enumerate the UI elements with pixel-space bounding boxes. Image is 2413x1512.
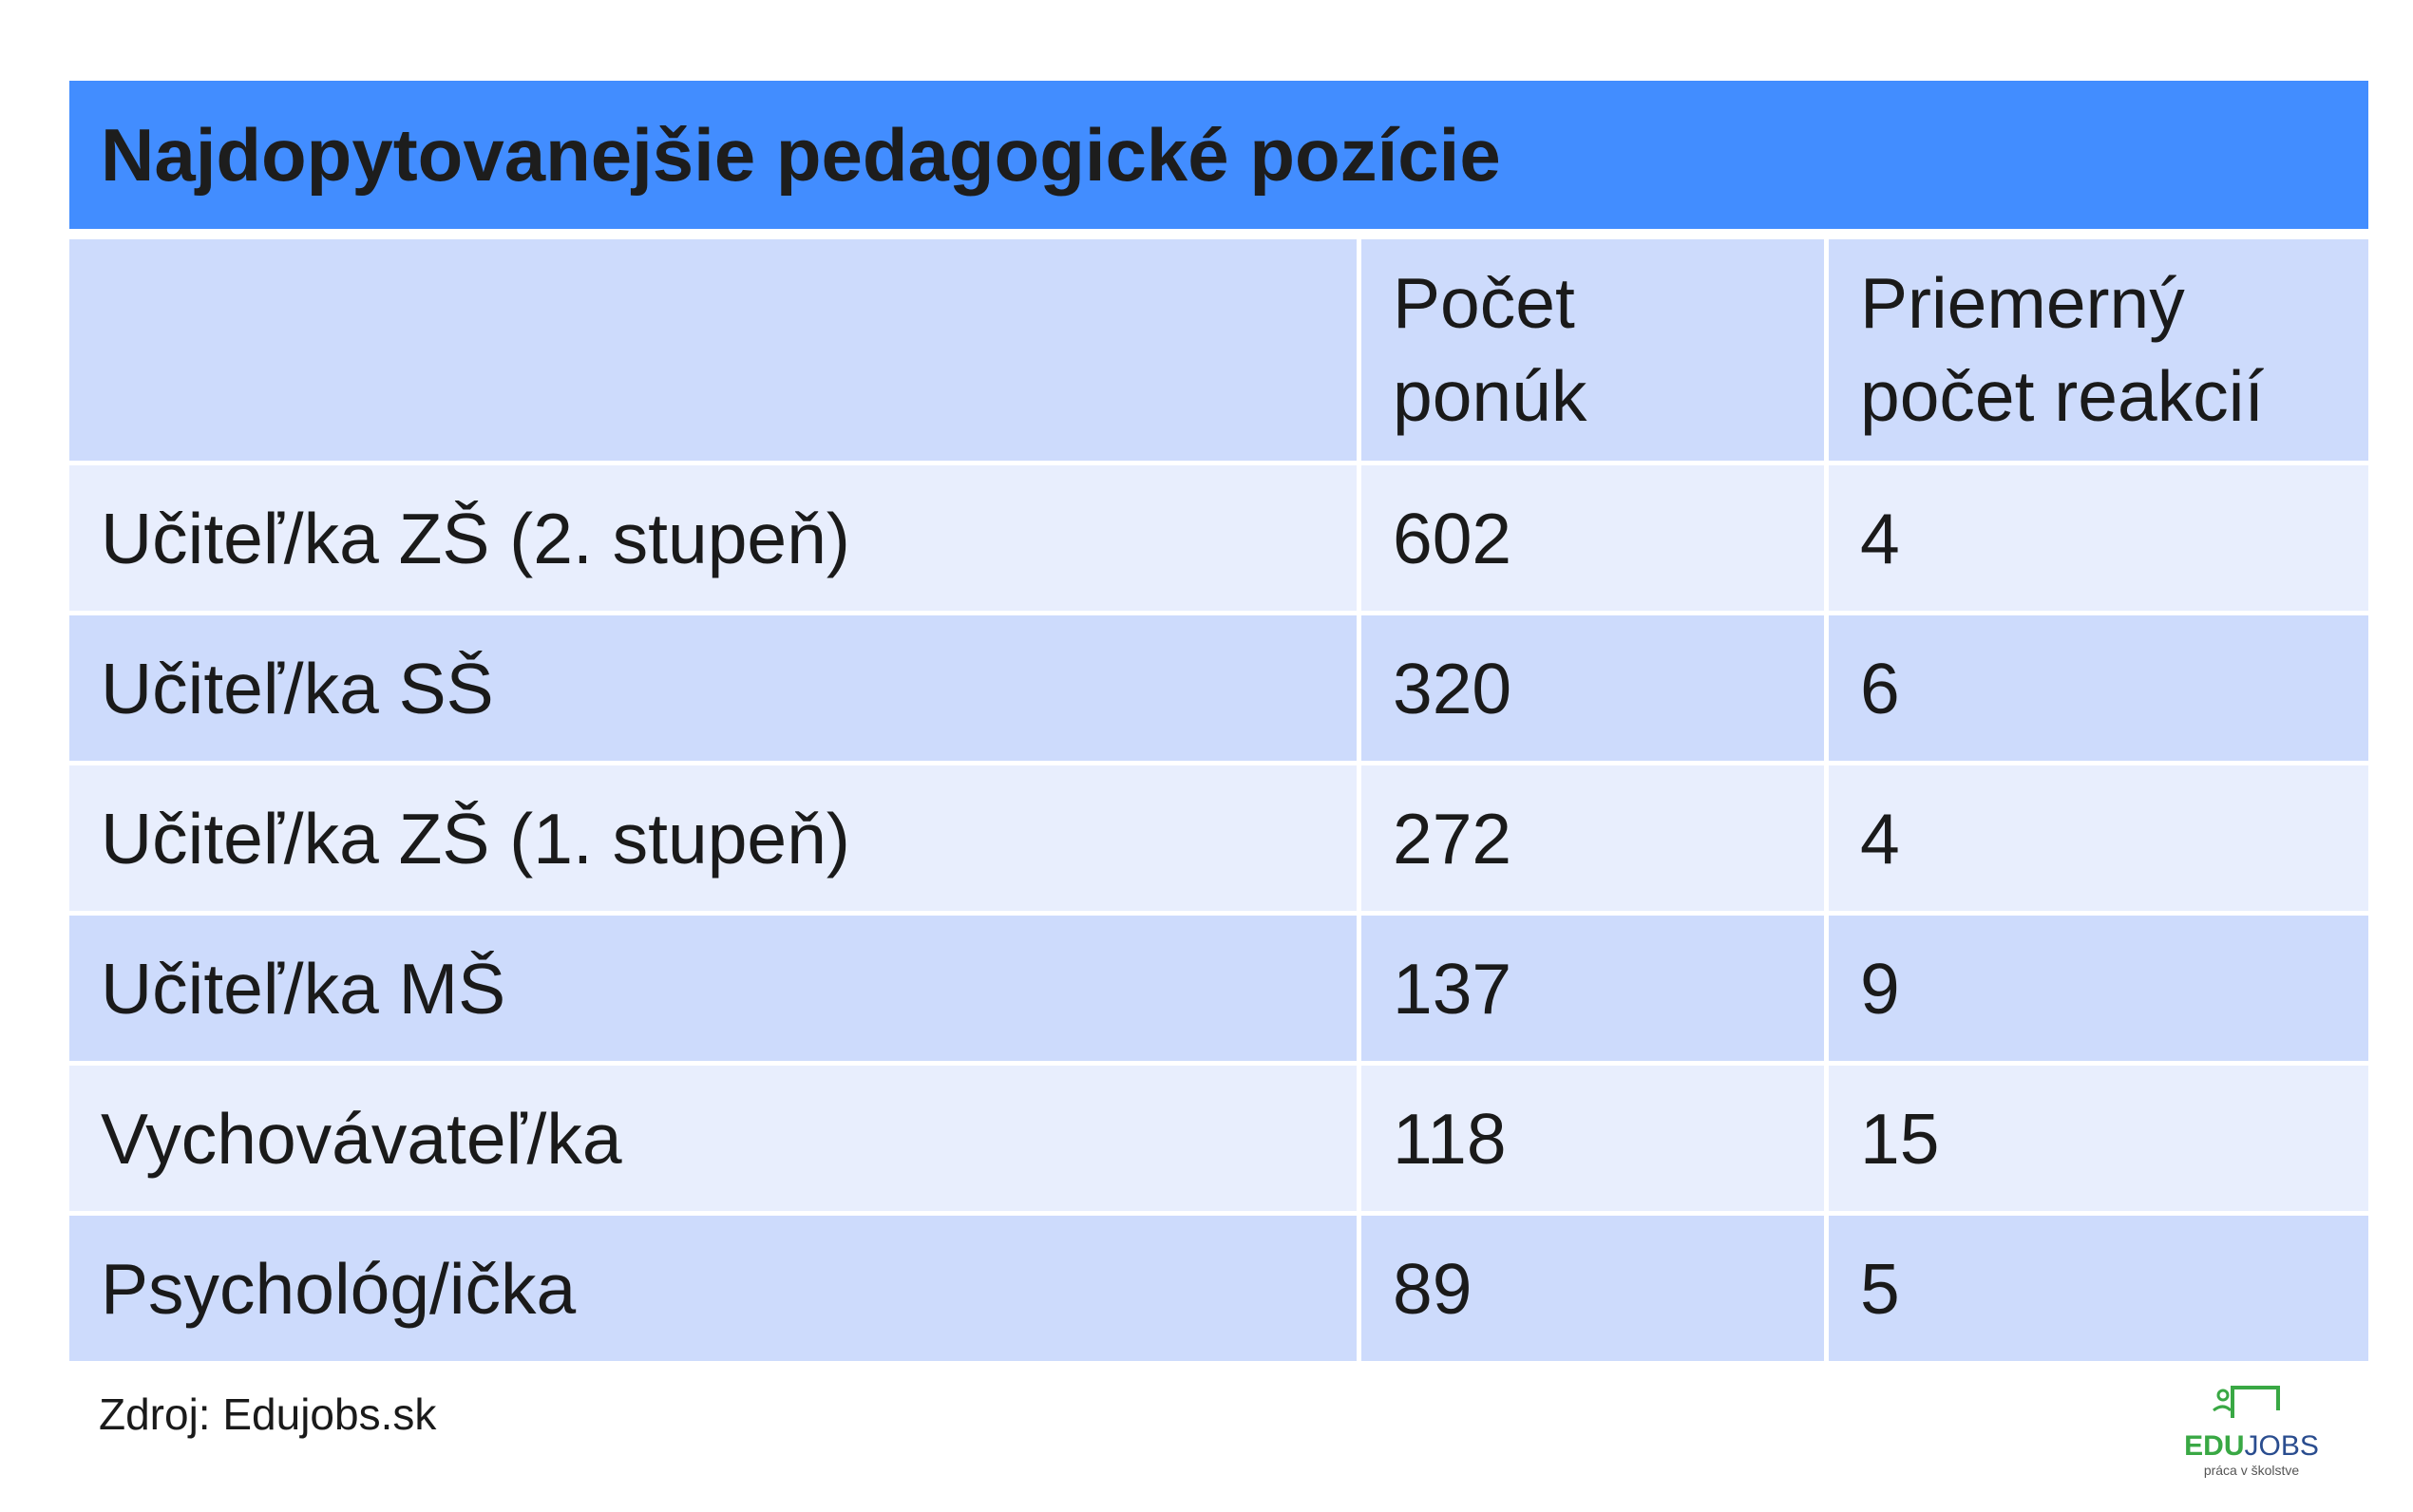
row-label-cell: Učiteľ/ka SŠ xyxy=(69,615,1357,761)
header-cell: Priemerný počet reakcií xyxy=(1829,239,2368,461)
value-cell: 9 xyxy=(1829,916,2368,1061)
value-cell: 6 xyxy=(1829,615,2368,761)
logo-icon xyxy=(2213,1386,2280,1418)
value-cell: 602 xyxy=(1361,465,1824,611)
value-cell: 4 xyxy=(1829,765,2368,911)
logo-head xyxy=(2216,1389,2230,1402)
logo-tagline: práca v školstve xyxy=(2203,1463,2300,1478)
logo-edu: EDU xyxy=(2184,1430,2245,1462)
header-text: Priemerný počet reakcií xyxy=(1860,263,2265,436)
logo-jobs: JOBS xyxy=(2244,1430,2319,1462)
value-cell: 89 xyxy=(1361,1216,1824,1361)
source-note: Zdroj: Edujobs.sk xyxy=(99,1389,437,1439)
table: Počet ponúk Priemerný počet reakcií Učit… xyxy=(69,239,2368,1361)
table-title: Najdopytovanejšie pedagogické pozície xyxy=(69,81,2368,229)
header-text: Počet ponúk xyxy=(1393,263,1587,436)
row-label-cell: Učiteľ/ka ZŠ (1. stupeň) xyxy=(69,765,1357,911)
value-cell: 118 xyxy=(1361,1066,1824,1211)
logo: EDUJOBS práca v školstve xyxy=(2176,1382,2328,1486)
value-cell: 15 xyxy=(1829,1066,2368,1211)
value-cell: 5 xyxy=(1829,1216,2368,1361)
value-cell: 320 xyxy=(1361,615,1824,761)
row-label-cell: Vychovávateľ/ka xyxy=(69,1066,1357,1211)
row-label-cell: Psychológ/ička xyxy=(69,1216,1357,1361)
row-label-cell: Učiteľ/ka ZŠ (2. stupeň) xyxy=(69,465,1357,611)
header-cell-empty xyxy=(69,239,1357,461)
value-cell: 4 xyxy=(1829,465,2368,611)
value-cell: 137 xyxy=(1361,916,1824,1061)
logo-wordmark: EDUJOBS xyxy=(2176,1430,2328,1463)
header-cell: Počet ponúk xyxy=(1361,239,1824,461)
value-cell: 272 xyxy=(1361,765,1824,911)
row-label-cell: Učiteľ/ka MŠ xyxy=(69,916,1357,1061)
logo-board xyxy=(2231,1386,2280,1418)
logo-body xyxy=(2213,1405,2232,1412)
